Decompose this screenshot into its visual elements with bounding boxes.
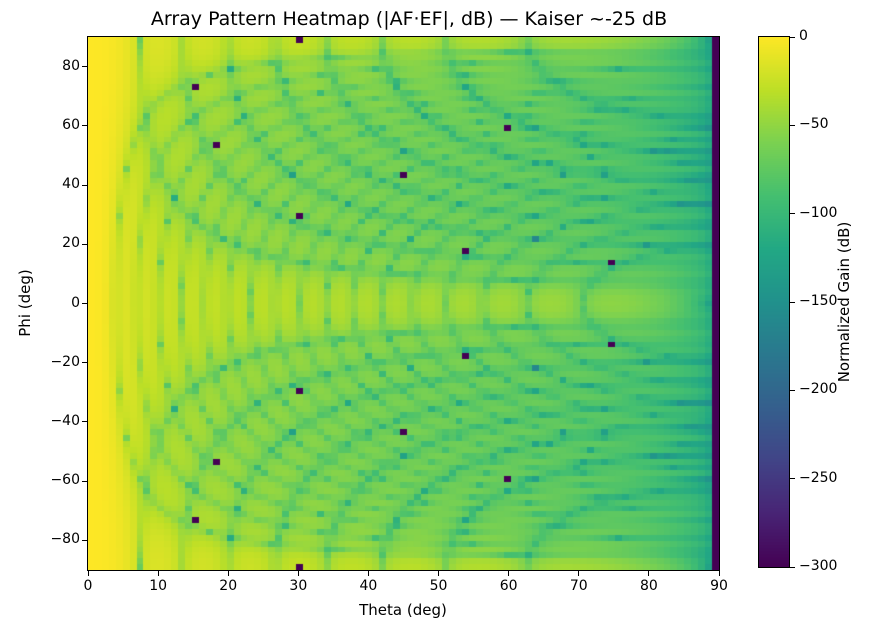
x-axis-tick xyxy=(438,571,440,576)
y-axis-tick-label: −60 xyxy=(50,472,80,489)
x-axis-tick xyxy=(648,571,650,576)
x-axis-tick xyxy=(227,571,229,576)
x-axis-tick xyxy=(87,571,89,576)
colorbar-tick-label: −200 xyxy=(799,381,838,398)
y-axis-tick xyxy=(82,184,87,186)
y-axis-tick-label: 40 xyxy=(62,176,80,193)
y-axis-tick-label: 80 xyxy=(62,57,80,74)
colorbar-tick-label: −250 xyxy=(799,469,838,486)
colorbar-tick xyxy=(790,389,795,391)
colorbar-tick-label: −150 xyxy=(799,293,838,309)
colorbar-tick-label: −300 xyxy=(799,558,838,574)
x-axis-label: Theta (deg) xyxy=(359,601,447,619)
y-axis-tick xyxy=(82,362,87,364)
colorbar-tick xyxy=(790,478,795,480)
x-axis-tick xyxy=(297,571,299,576)
heatmap-canvas xyxy=(88,37,719,570)
x-axis-tick-label: 90 xyxy=(710,578,728,594)
colorbar-canvas xyxy=(759,37,789,567)
x-axis-tick-label: 10 xyxy=(149,578,168,594)
colorbar-tick xyxy=(790,301,795,303)
y-axis-tick-label: −20 xyxy=(50,353,80,370)
y-axis-tick-label: 60 xyxy=(62,116,80,133)
y-axis-tick xyxy=(82,66,87,68)
x-axis-tick xyxy=(367,571,369,576)
y-axis-tick xyxy=(82,421,87,423)
colorbar-tick xyxy=(790,124,795,126)
colorbar-tick xyxy=(790,36,795,38)
x-axis-tick xyxy=(578,571,580,576)
x-axis-tick-label: 30 xyxy=(289,578,308,594)
colorbar-tick-label: −100 xyxy=(799,204,838,221)
y-axis-tick xyxy=(82,539,87,541)
y-axis-tick xyxy=(82,303,87,304)
y-axis-tick-label: −80 xyxy=(50,531,80,548)
x-axis-tick-label: 70 xyxy=(569,578,588,594)
y-axis-tick-label: 20 xyxy=(62,235,80,252)
colorbar-tick xyxy=(790,566,795,568)
y-axis-tick-label: 0 xyxy=(71,294,80,311)
colorbar-tick xyxy=(790,213,795,215)
y-axis-tick xyxy=(82,125,87,127)
x-axis-tick-label: 50 xyxy=(429,578,448,594)
colorbar xyxy=(758,36,790,568)
colorbar-tick-label: 0 xyxy=(799,28,808,44)
colorbar-label: Normalized Gain (dB) xyxy=(835,221,853,383)
y-axis-tick xyxy=(82,243,87,245)
x-axis-tick-label: 20 xyxy=(219,578,238,594)
colorbar-tick-label: −50 xyxy=(799,116,829,133)
x-axis-tick xyxy=(157,571,159,576)
plot-area xyxy=(87,36,720,571)
x-axis-tick-label: 40 xyxy=(359,578,378,594)
x-axis-tick-label: 80 xyxy=(639,578,658,594)
chart-title: Array Pattern Heatmap (|AF·EF|, dB) — Ka… xyxy=(150,8,668,30)
x-axis-tick xyxy=(508,571,510,576)
x-axis-tick-label: 0 xyxy=(83,578,93,594)
y-axis-tick-label: −40 xyxy=(50,412,80,429)
x-axis-tick xyxy=(718,571,720,576)
y-axis-tick xyxy=(82,480,87,482)
x-axis-tick-label: 60 xyxy=(499,578,518,594)
